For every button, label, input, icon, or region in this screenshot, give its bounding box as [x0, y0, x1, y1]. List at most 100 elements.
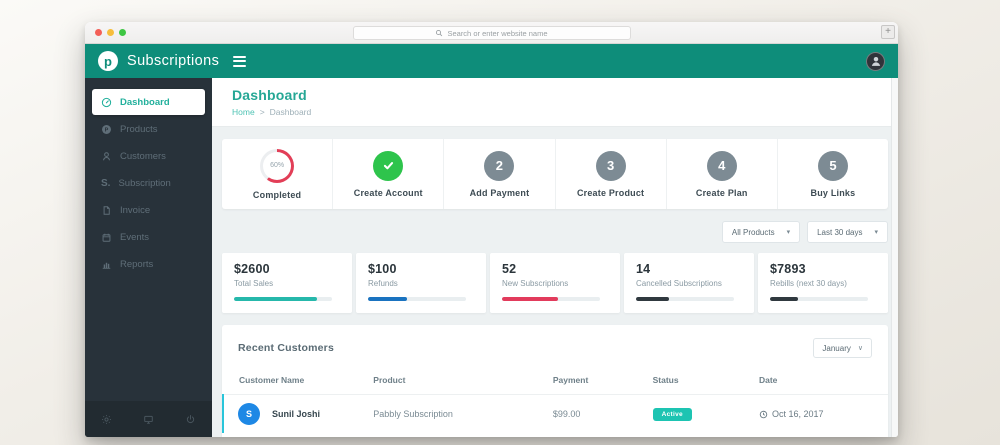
step-completed[interactable]: 60% Completed	[222, 139, 334, 209]
sidebar-item-subscription[interactable]: S. Subscription	[92, 170, 205, 196]
month-filter-value: January	[822, 343, 851, 353]
filters-row: All Products ▾ Last 30 days ▾	[222, 221, 888, 243]
window-controls	[95, 29, 126, 36]
monitor-icon[interactable]	[143, 414, 154, 425]
step-label: Add Payment	[469, 187, 530, 198]
stat-progress-track	[368, 297, 466, 301]
step-number: 5	[817, 150, 848, 181]
sidebar-item-invoice[interactable]: Invoice	[92, 197, 205, 223]
user-avatar[interactable]	[866, 51, 885, 71]
date-range-select[interactable]: Last 30 days ▾	[807, 221, 888, 243]
vertical-scrollbar[interactable]	[891, 78, 898, 437]
step-number: 2	[484, 150, 515, 181]
date-range-value: Last 30 days	[817, 227, 863, 237]
step-label: Create Plan	[695, 187, 748, 198]
power-icon[interactable]	[185, 414, 196, 425]
step-label: Create Account	[353, 187, 423, 198]
stat-value: $2600	[234, 262, 270, 276]
breadcrumb-home-link[interactable]: Home	[232, 107, 255, 117]
step-label: Completed	[252, 189, 302, 200]
stat-progress-fill	[502, 297, 558, 301]
stat-label: New Subscriptions	[502, 279, 569, 288]
s-icon: S.	[101, 177, 111, 189]
sidebar-item-customers[interactable]: Customers	[92, 143, 205, 169]
products-filter-select[interactable]: All Products ▾	[721, 221, 801, 243]
minimize-window-button[interactable]	[107, 29, 114, 36]
customer-name: Sunil Joshi	[272, 409, 321, 419]
menu-toggle-icon[interactable]	[233, 55, 247, 67]
settings-icon[interactable]	[101, 414, 112, 425]
content-scroll: 60% Completed Create Account 2	[212, 127, 898, 437]
step-number: 3	[595, 150, 626, 181]
person-icon	[871, 56, 880, 66]
sidebar-item-dashboard[interactable]: Dashboard	[92, 89, 205, 115]
sidebar-item-label: Customers	[120, 150, 166, 162]
sidebar-item-label: Dashboard	[120, 96, 170, 108]
progress-percent: 60%	[270, 162, 285, 169]
sidebar-item-label: Products	[120, 123, 158, 135]
sidebar: Dashboard P Products Customers S. Subscr…	[85, 78, 212, 437]
column-header-date: Date	[754, 369, 888, 395]
customer-date: Oct 16, 2017	[771, 409, 824, 419]
month-filter-select[interactable]: January ∨	[813, 338, 872, 358]
step-label: Buy Links	[810, 187, 856, 198]
new-tab-button[interactable]: +	[881, 25, 895, 39]
sidebar-item-label: Reports	[120, 258, 154, 270]
page-title: Dashboard	[232, 87, 307, 103]
p-circle-icon: P	[102, 124, 111, 134]
check-icon	[373, 150, 404, 181]
gauge-icon	[101, 97, 112, 107]
products-filter-value: All Products	[731, 227, 775, 237]
sidebar-item-reports[interactable]: Reports	[92, 251, 205, 277]
column-header-customer-name: Customer Name	[223, 369, 370, 395]
recent-customers-card: Recent Customers January ∨ Customer Name	[222, 325, 888, 437]
breadcrumb-separator: >	[259, 107, 265, 117]
chevron-down-icon: ▾	[786, 229, 791, 236]
stat-value: 52	[502, 262, 517, 276]
step-label: Create Product	[576, 187, 645, 198]
person-icon	[102, 151, 111, 160]
sidebar-item-label: Invoice	[120, 204, 151, 216]
step-create-plan[interactable]: 4 Create Plan	[667, 139, 778, 209]
address-bar[interactable]: Search or enter website name	[352, 26, 631, 40]
address-bar-text: Search or enter website name	[447, 28, 548, 38]
table-row[interactable]: S Sunil Joshi Pabbly Subscription $99.00…	[222, 394, 888, 433]
svg-text:P: P	[105, 127, 109, 133]
stat-progress-fill	[368, 297, 407, 301]
column-header-product: Product	[369, 369, 549, 395]
stat-progress-track	[636, 297, 734, 301]
sidebar-item-label: Subscription	[118, 177, 171, 189]
calendar-icon	[102, 233, 111, 242]
stat-value: 14	[636, 262, 651, 276]
stat-label: Total Sales	[234, 279, 274, 288]
main-content: Dashboard Home > Dashboard 60%	[212, 78, 898, 437]
stat-card-refunds: $100 Refunds	[356, 253, 486, 313]
stat-label: Refunds	[368, 279, 398, 288]
sidebar-item-label: Events	[120, 231, 150, 243]
stat-value: $7893	[770, 262, 806, 276]
stat-progress-track	[502, 297, 600, 301]
recent-customers-title: Recent Customers	[238, 342, 334, 354]
column-header-status: Status	[648, 369, 755, 395]
zoom-window-button[interactable]	[119, 29, 126, 36]
page-header: Dashboard Home > Dashboard	[212, 78, 898, 127]
stat-label: Rebills (next 30 days)	[770, 279, 847, 288]
customer-payment: $99.00	[552, 409, 581, 419]
stat-card-new-subscriptions: 52 New Subscriptions	[490, 253, 620, 313]
step-number: 4	[706, 150, 737, 181]
sidebar-item-products[interactable]: P Products	[92, 116, 205, 142]
step-add-payment[interactable]: 2 Add Payment	[444, 139, 556, 209]
step-create-account[interactable]: Create Account	[333, 139, 445, 209]
stat-progress-fill	[636, 297, 670, 301]
file-icon	[103, 205, 110, 215]
customer-avatar: S	[238, 403, 260, 425]
step-buy-links[interactable]: 5 Buy Links	[778, 139, 888, 209]
onboarding-steps-card: 60% Completed Create Account 2	[222, 139, 888, 209]
breadcrumb: Home > Dashboard	[232, 107, 878, 117]
sidebar-item-events[interactable]: Events	[92, 224, 205, 250]
search-icon	[436, 29, 443, 37]
stats-row: $2600 Total Sales $100 Refunds 52 New Su…	[222, 253, 888, 313]
step-create-product[interactable]: 3 Create Product	[556, 139, 667, 209]
close-window-button[interactable]	[95, 29, 102, 36]
